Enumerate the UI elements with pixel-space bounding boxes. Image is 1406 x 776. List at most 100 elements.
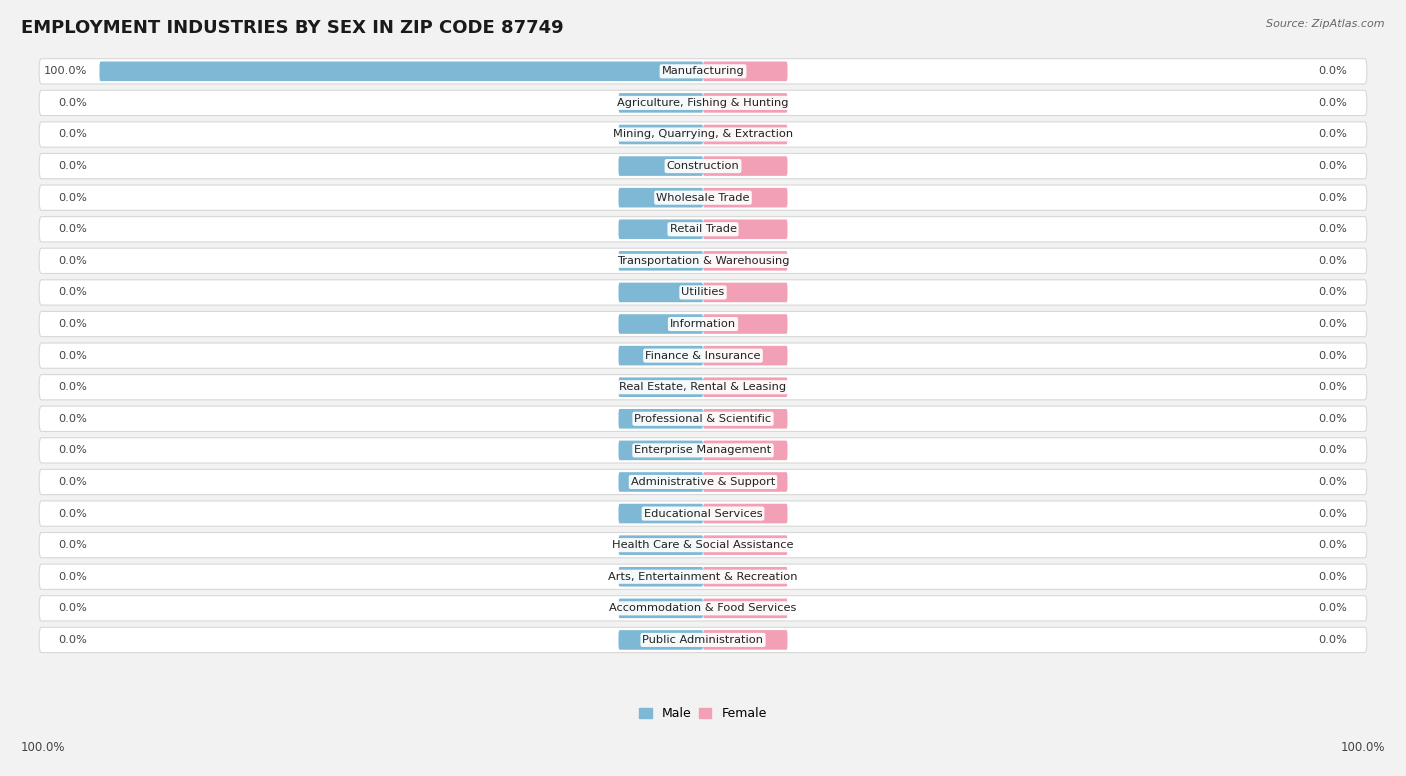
FancyBboxPatch shape xyxy=(619,598,703,618)
FancyBboxPatch shape xyxy=(619,188,703,207)
FancyBboxPatch shape xyxy=(703,409,787,428)
Text: 0.0%: 0.0% xyxy=(59,508,87,518)
Text: 100.0%: 100.0% xyxy=(44,66,87,76)
Text: 0.0%: 0.0% xyxy=(59,351,87,361)
Text: Wholesale Trade: Wholesale Trade xyxy=(657,192,749,203)
Text: Arts, Entertainment & Recreation: Arts, Entertainment & Recreation xyxy=(609,572,797,582)
FancyBboxPatch shape xyxy=(39,59,1367,84)
FancyBboxPatch shape xyxy=(703,472,787,492)
Text: 0.0%: 0.0% xyxy=(1319,351,1347,361)
Text: 0.0%: 0.0% xyxy=(1319,319,1347,329)
Text: 0.0%: 0.0% xyxy=(1319,540,1347,550)
Text: 0.0%: 0.0% xyxy=(59,224,87,234)
Text: 100.0%: 100.0% xyxy=(1340,741,1385,754)
FancyBboxPatch shape xyxy=(703,156,787,176)
Text: 0.0%: 0.0% xyxy=(1319,192,1347,203)
FancyBboxPatch shape xyxy=(703,251,787,271)
FancyBboxPatch shape xyxy=(703,93,787,113)
Text: 0.0%: 0.0% xyxy=(59,161,87,171)
FancyBboxPatch shape xyxy=(703,441,787,460)
Text: EMPLOYMENT INDUSTRIES BY SEX IN ZIP CODE 87749: EMPLOYMENT INDUSTRIES BY SEX IN ZIP CODE… xyxy=(21,19,564,37)
Text: Construction: Construction xyxy=(666,161,740,171)
Text: Public Administration: Public Administration xyxy=(643,635,763,645)
FancyBboxPatch shape xyxy=(619,535,703,555)
Text: 0.0%: 0.0% xyxy=(59,319,87,329)
FancyBboxPatch shape xyxy=(39,154,1367,178)
FancyBboxPatch shape xyxy=(39,185,1367,210)
Text: Retail Trade: Retail Trade xyxy=(669,224,737,234)
FancyBboxPatch shape xyxy=(703,377,787,397)
FancyBboxPatch shape xyxy=(703,535,787,555)
Text: 0.0%: 0.0% xyxy=(1319,445,1347,456)
Text: Finance & Insurance: Finance & Insurance xyxy=(645,351,761,361)
Text: Real Estate, Rental & Leasing: Real Estate, Rental & Leasing xyxy=(620,383,786,392)
Text: Enterprise Management: Enterprise Management xyxy=(634,445,772,456)
FancyBboxPatch shape xyxy=(703,314,787,334)
FancyBboxPatch shape xyxy=(619,220,703,239)
Text: 0.0%: 0.0% xyxy=(1319,256,1347,266)
Text: 0.0%: 0.0% xyxy=(1319,383,1347,392)
FancyBboxPatch shape xyxy=(619,441,703,460)
FancyBboxPatch shape xyxy=(703,504,787,523)
Text: Manufacturing: Manufacturing xyxy=(662,66,744,76)
FancyBboxPatch shape xyxy=(703,220,787,239)
Legend: Male, Female: Male, Female xyxy=(634,702,772,725)
FancyBboxPatch shape xyxy=(39,532,1367,558)
Text: Accommodation & Food Services: Accommodation & Food Services xyxy=(609,603,797,613)
Text: Utilities: Utilities xyxy=(682,287,724,297)
FancyBboxPatch shape xyxy=(39,596,1367,621)
FancyBboxPatch shape xyxy=(619,504,703,523)
FancyBboxPatch shape xyxy=(619,377,703,397)
Text: 0.0%: 0.0% xyxy=(59,383,87,392)
FancyBboxPatch shape xyxy=(39,248,1367,273)
FancyBboxPatch shape xyxy=(619,282,703,302)
Text: 0.0%: 0.0% xyxy=(1319,224,1347,234)
FancyBboxPatch shape xyxy=(39,564,1367,590)
Text: Administrative & Support: Administrative & Support xyxy=(631,477,775,487)
Text: 0.0%: 0.0% xyxy=(1319,161,1347,171)
FancyBboxPatch shape xyxy=(703,188,787,207)
FancyBboxPatch shape xyxy=(619,346,703,365)
Text: 0.0%: 0.0% xyxy=(1319,477,1347,487)
FancyBboxPatch shape xyxy=(39,469,1367,494)
FancyBboxPatch shape xyxy=(39,217,1367,242)
FancyBboxPatch shape xyxy=(619,630,703,650)
Text: 0.0%: 0.0% xyxy=(1319,572,1347,582)
FancyBboxPatch shape xyxy=(39,406,1367,431)
Text: 0.0%: 0.0% xyxy=(59,287,87,297)
FancyBboxPatch shape xyxy=(703,282,787,302)
FancyBboxPatch shape xyxy=(39,90,1367,116)
Text: Source: ZipAtlas.com: Source: ZipAtlas.com xyxy=(1267,19,1385,29)
FancyBboxPatch shape xyxy=(619,251,703,271)
Text: 0.0%: 0.0% xyxy=(59,477,87,487)
FancyBboxPatch shape xyxy=(39,375,1367,400)
Text: 100.0%: 100.0% xyxy=(21,741,66,754)
FancyBboxPatch shape xyxy=(703,125,787,144)
Text: 0.0%: 0.0% xyxy=(1319,98,1347,108)
FancyBboxPatch shape xyxy=(703,630,787,650)
Text: 0.0%: 0.0% xyxy=(1319,635,1347,645)
FancyBboxPatch shape xyxy=(39,122,1367,147)
Text: 0.0%: 0.0% xyxy=(59,130,87,140)
Text: 0.0%: 0.0% xyxy=(59,98,87,108)
Text: 0.0%: 0.0% xyxy=(59,603,87,613)
Text: 0.0%: 0.0% xyxy=(59,635,87,645)
Text: 0.0%: 0.0% xyxy=(59,445,87,456)
Text: Mining, Quarrying, & Extraction: Mining, Quarrying, & Extraction xyxy=(613,130,793,140)
FancyBboxPatch shape xyxy=(703,346,787,365)
FancyBboxPatch shape xyxy=(619,125,703,144)
Text: Transportation & Warehousing: Transportation & Warehousing xyxy=(617,256,789,266)
Text: Educational Services: Educational Services xyxy=(644,508,762,518)
Text: 0.0%: 0.0% xyxy=(59,256,87,266)
FancyBboxPatch shape xyxy=(619,409,703,428)
Text: Professional & Scientific: Professional & Scientific xyxy=(634,414,772,424)
Text: 0.0%: 0.0% xyxy=(59,192,87,203)
FancyBboxPatch shape xyxy=(619,93,703,113)
FancyBboxPatch shape xyxy=(39,627,1367,653)
FancyBboxPatch shape xyxy=(703,598,787,618)
Text: 0.0%: 0.0% xyxy=(1319,414,1347,424)
Text: 0.0%: 0.0% xyxy=(59,414,87,424)
Text: 0.0%: 0.0% xyxy=(1319,66,1347,76)
Text: Information: Information xyxy=(669,319,737,329)
Text: 0.0%: 0.0% xyxy=(1319,130,1347,140)
